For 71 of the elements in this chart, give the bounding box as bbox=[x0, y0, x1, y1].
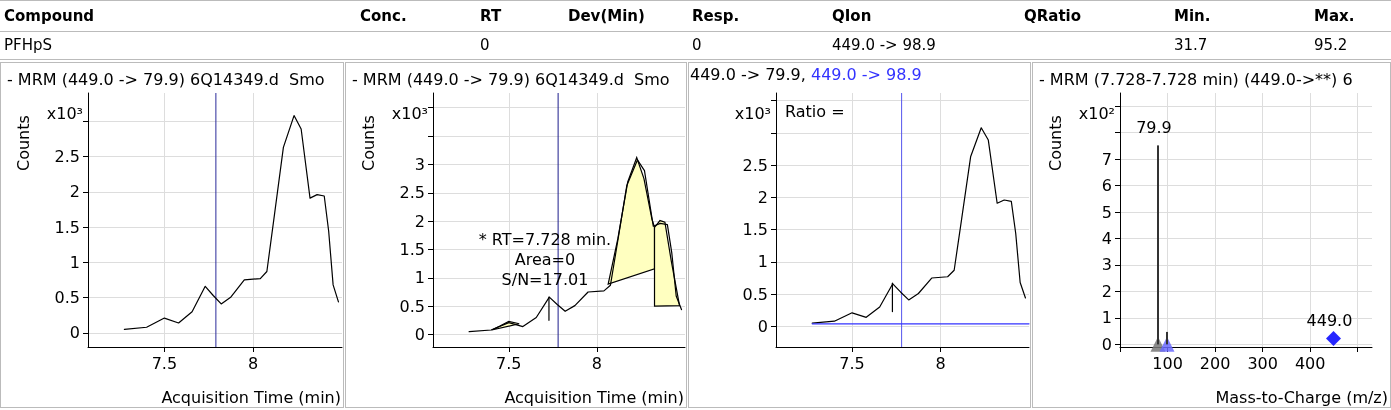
y-tick-label: 2.5 bbox=[399, 183, 425, 203]
category-label: Compound bbox=[4, 7, 95, 25]
text: x10³ bbox=[46, 103, 83, 123]
y-tick-label: 2.5 bbox=[54, 147, 80, 166]
x-tick-label: 7.5 bbox=[839, 353, 865, 373]
x-tick-label: 7.5 bbox=[151, 353, 178, 373]
y-axis-title: Counts bbox=[1045, 115, 1065, 171]
text: 449.0 -> 79.9, bbox=[690, 64, 806, 84]
annotation: 449.0 bbox=[1306, 311, 1353, 331]
y-tick-label: 4 bbox=[1101, 229, 1112, 249]
y-tick-label: 2 bbox=[414, 211, 425, 231]
y-tick-label: 0.5 bbox=[399, 296, 425, 316]
annotation: Ratio = bbox=[785, 101, 845, 121]
y-tick-label: 2.5 bbox=[742, 155, 768, 175]
y-tick-label: 0.5 bbox=[742, 284, 768, 304]
category-label: Dev(Min) bbox=[568, 7, 645, 25]
y-tick-label: 1.5 bbox=[742, 220, 768, 240]
text: x10² bbox=[1078, 103, 1115, 123]
y-tick-label: 6 bbox=[1101, 176, 1112, 196]
x-tick-label: 8 bbox=[935, 353, 946, 373]
annotation: 79.9 bbox=[1136, 117, 1172, 137]
x-tick-label: 300 bbox=[1247, 353, 1278, 373]
y-tick-label: 1 bbox=[1101, 308, 1112, 328]
y-tick-label: 5 bbox=[1101, 202, 1112, 222]
chart-title: - MRM (7.728-7.728 min) (449.0->**) 6 bbox=[1039, 69, 1353, 89]
y-tick-label: 1.5 bbox=[399, 239, 425, 259]
y-tick-label: 2 bbox=[757, 187, 768, 207]
y-tick-label: 0.5 bbox=[54, 288, 80, 308]
category-label: QRatio bbox=[1024, 7, 1082, 25]
x-tick-label: 8 bbox=[248, 353, 259, 373]
y-tick-label: 3 bbox=[1101, 255, 1112, 275]
y-tick-label: 3 bbox=[414, 154, 425, 174]
category-label: Min. bbox=[1174, 7, 1211, 25]
category-label: RT bbox=[480, 7, 502, 25]
y-axis-title: Counts bbox=[358, 115, 378, 171]
y-axis-title: Counts bbox=[13, 115, 33, 171]
y-tick-label: 1 bbox=[757, 252, 768, 272]
x-tick-label: 400 bbox=[1294, 353, 1326, 373]
text: 449.0 -> 98.9 bbox=[810, 64, 922, 84]
text: 0 bbox=[480, 36, 490, 54]
annotation: * RT=7.728 min. Area=0 S/N=17.01 bbox=[478, 229, 612, 289]
x-tick-label: 7.5 bbox=[496, 353, 522, 373]
category-label: Conc. bbox=[360, 7, 407, 25]
x-tick-label: 100 bbox=[1152, 353, 1183, 373]
x-axis-title: Acquisition Time (min) bbox=[504, 387, 685, 407]
y-tick-label: 0 bbox=[757, 316, 768, 336]
text: 449.0 -> 98.9 bbox=[832, 36, 936, 54]
y-tick-label: 1 bbox=[69, 252, 80, 272]
category-label: QIon bbox=[832, 7, 872, 25]
text: 0 bbox=[692, 36, 702, 54]
text: x10³ bbox=[391, 103, 428, 123]
text: PFHpS bbox=[4, 36, 52, 54]
category-label: Resp. bbox=[692, 7, 740, 25]
y-tick-label: 7 bbox=[1101, 149, 1112, 169]
x-tick-label: 8 bbox=[591, 353, 602, 373]
y-tick-label: 1.5 bbox=[54, 217, 80, 237]
text: 31.7 bbox=[1174, 36, 1208, 54]
y-tick-label: 0 bbox=[69, 323, 80, 343]
x-axis-title: Acquisition Time (min) bbox=[161, 387, 342, 407]
chart-title: - MRM (449.0 -> 79.9) 6Q14349.d Smo bbox=[352, 69, 670, 89]
text: x10³ bbox=[734, 103, 771, 123]
y-tick-label: 0 bbox=[1101, 334, 1112, 354]
x-tick-label: 200 bbox=[1199, 353, 1231, 373]
x-axis-title: Mass-to-Charge (m/z) bbox=[1215, 387, 1388, 407]
chart-title: - MRM (449.0 -> 79.9) 6Q14349.d Smo bbox=[7, 69, 325, 89]
y-tick-label: 0 bbox=[414, 325, 425, 345]
y-tick-label: 2 bbox=[69, 182, 80, 202]
y-tick-label: 1 bbox=[414, 268, 425, 288]
text: 95.2 bbox=[1314, 36, 1348, 54]
y-tick-label: 2 bbox=[1101, 281, 1112, 301]
category-label: Max. bbox=[1314, 7, 1355, 25]
